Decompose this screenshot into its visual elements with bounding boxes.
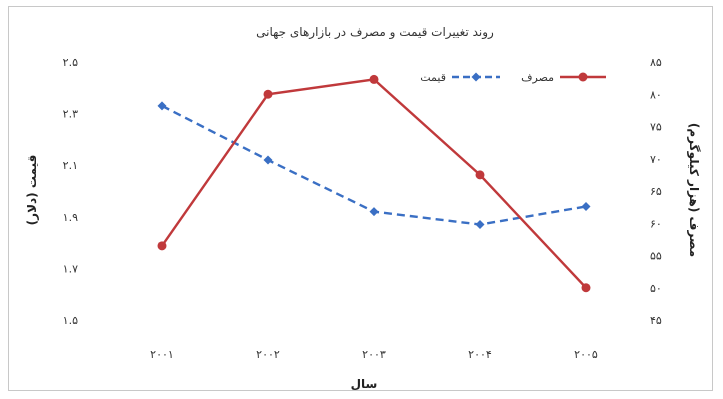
y-left-tick-label: ۲.۱ (63, 159, 78, 172)
y-right-tick-label: ۸۰ (650, 88, 662, 101)
plot-area: ۱.۵ ۱.۷ ۱.۹ ۲.۱ ۲.۳ ۲.۵ ۴۵ ۵۰ ۵۵ ۶۰ ۶۵ ۷۰ ۷۵ ۸۰ ۸۵ ۲۰۰۱… (63, 56, 662, 361)
y-left-tick-label: ۲.۵ (63, 56, 78, 69)
data-point-diamond (475, 220, 485, 230)
chart-title: روند تغییرات قیمت و مصرف در بازارهای جها… (256, 25, 494, 40)
y-axis-title-right: مصرف (هزار کیلوگرم) (686, 123, 701, 257)
y-left-tick-label: ۱.۹ (63, 211, 78, 224)
legend-marker-circle (578, 72, 588, 82)
y-left-tick-label: ۱.۵ (63, 314, 78, 327)
data-point-circle (581, 283, 591, 293)
y-left-tick-label: ۱.۷ (63, 262, 78, 275)
x-tick-label: ۲۰۰۲ (256, 348, 280, 361)
y-right-tick-label: ۴۵ (650, 314, 662, 327)
data-point-diamond (263, 155, 273, 165)
data-point-diamond (581, 201, 591, 211)
y-right-tick-label: ۶۵ (650, 185, 662, 198)
y-right-tick-label: ۸۵ (650, 56, 662, 69)
x-tick-label: ۲۰۰۳ (362, 348, 386, 361)
x-axis-title: سال (351, 377, 378, 391)
series-line-1 (161, 78, 587, 289)
data-point-circle (263, 89, 273, 99)
legend-label-0: قیمت (420, 71, 446, 84)
series-line-0 (161, 104, 587, 226)
data-point-circle (475, 170, 485, 180)
data-point-circle (369, 74, 379, 84)
y-right-tick-label: ۷۵ (650, 121, 662, 134)
y-axis-title-left: قیمت (دلار) (25, 155, 39, 226)
x-tick-label: ۲۰۰۵ (574, 348, 598, 361)
y-right-tick-label: ۵۰ (650, 282, 662, 295)
legend-label-1: مصرف (521, 71, 554, 84)
data-point-diamond (369, 207, 379, 217)
y-left-tick-label: ۲.۳ (63, 108, 78, 121)
legend-marker-diamond (471, 72, 481, 82)
data-point-diamond (157, 101, 167, 111)
y-right-tick-label: ۵۵ (650, 250, 662, 263)
x-tick-label: ۲۰۰۱ (150, 348, 174, 361)
y-right-tick-label: ۷۰ (650, 153, 662, 166)
y-right-tick-label: ۶۰ (650, 217, 662, 230)
x-tick-label: ۲۰۰۴ (468, 348, 492, 361)
legend: قیمت مصرف (420, 71, 606, 84)
chart-frame (8, 6, 713, 391)
data-point-circle (157, 241, 167, 251)
